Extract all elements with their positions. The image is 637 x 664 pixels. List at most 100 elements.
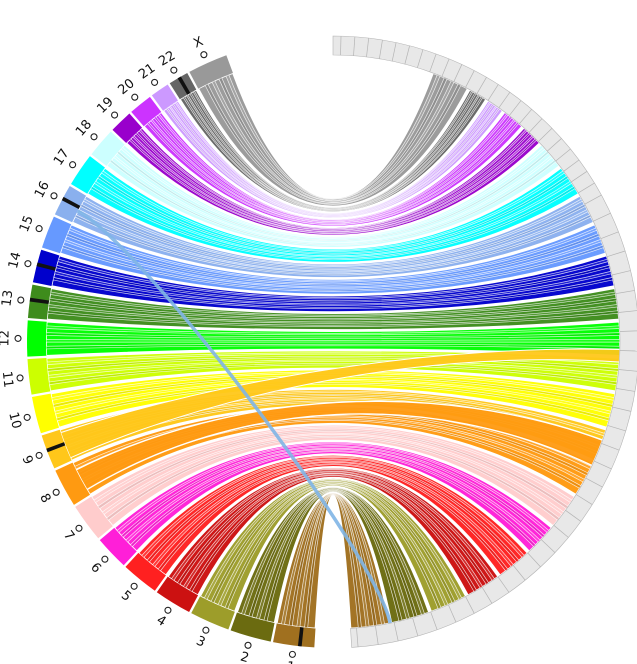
ring-tick [417,49,424,68]
chr-marker-dot [101,555,109,563]
chr-marker-dot [288,650,296,658]
chr-label: 1 [286,659,296,664]
ring-tick [465,70,475,88]
chr-centromere-band [36,262,56,271]
ring-tick [612,406,632,412]
chr-marker-dot [16,374,24,382]
chr-label: 9 [19,454,36,467]
chr-segment-X [189,55,233,89]
ring-tick [476,77,487,94]
chr-segment-5 [125,552,166,591]
chr-segment-11 [27,358,51,395]
ring-tick [606,250,626,257]
ribbon-chr-2 [235,486,431,624]
ring-tick [618,310,637,313]
chr-marker-dot [90,133,98,141]
chr-marker-dot [35,225,43,233]
ring-tick [571,171,588,183]
ring-tick [448,604,457,623]
chr-label: 16 [32,179,53,201]
ring-tick [575,494,593,505]
ribbon-chr-X [197,71,469,208]
ring-tick [356,628,359,647]
ring-tick [607,425,626,432]
ring-tick [375,625,379,645]
chr-label: 13 [0,289,16,307]
ring-tick [512,565,526,581]
chr-marker-dot [14,334,22,342]
ribbon-chr-7 [90,423,576,528]
chr-label: 7 [60,528,77,544]
ring-tick [412,617,419,637]
chr-marker-dot [75,524,83,532]
ribbon-chr-16 [71,194,595,279]
ribbon-chr-4 [166,466,500,597]
ring-tick [404,45,410,65]
ring-tick [611,270,631,276]
chr-segment-19 [112,113,143,143]
ring-tick [453,64,463,82]
chr-segment-8 [55,462,91,505]
chr-segment-20 [131,96,162,127]
chr-centromere-band [29,297,50,304]
ring-tick [600,231,619,240]
chr-label: 8 [36,491,53,505]
ring-tick [498,92,511,108]
ring-tick [528,118,543,133]
chr-segment-18 [91,131,125,166]
translocation-link [76,209,392,624]
ring-tick [584,194,602,205]
ring-tick [527,552,541,568]
ring-tick [391,42,397,62]
chr-marker-dot [131,93,139,101]
ring-tick [519,109,532,124]
chr-marker-dot [151,78,159,86]
chr-label: 12 [0,330,13,347]
chr-marker-dot [35,451,43,459]
chr-segment-21 [151,84,178,111]
ribbon-chr-3 [198,477,468,613]
chr-segment-3 [191,596,235,630]
chr-segment-2 [230,612,275,642]
ring-tick [497,576,510,593]
ring-unassigned-arc [332,35,637,648]
ring-tick [441,58,450,77]
chr-marker-dot [69,161,77,169]
chromosome-ring [26,35,637,648]
ribbon-chr-14 [50,254,616,313]
chr-marker-dot [52,488,60,496]
chr-label: 15 [17,214,37,235]
chr-segment-12 [26,320,47,357]
chr-marker-dot [17,296,25,304]
ring-tick [593,212,611,222]
chr-segment-9 [41,429,72,469]
ring-tick [487,84,499,101]
chr-label: 5 [118,588,134,605]
ribbon-layer [45,71,621,630]
chr-label: 22 [156,48,178,69]
chr-label: 10 [5,411,24,431]
ring-tick [601,443,620,451]
ring-tick [555,148,571,162]
chr-label: 11 [0,370,16,388]
chr-label: 3 [194,634,208,651]
chr-marker-dot [200,51,208,59]
chr-label: 6 [87,560,104,576]
chr-segment-6 [99,527,137,566]
ring-tick [465,596,475,614]
ring-tick [353,36,356,56]
ring-tick [393,622,399,642]
ring-tick [594,460,612,470]
ring-tick [616,388,636,392]
chr-marker-dot [164,606,172,614]
chr-label: X [191,34,205,51]
chr-centromere-band [46,442,66,453]
chr-segment-1 [273,623,316,648]
chr-marker-dot [130,582,138,590]
ring-tick [618,369,637,372]
ring-tick [615,290,635,294]
chr-marker-dot [23,413,31,421]
ring-tick [565,510,582,522]
ring-tick [509,100,522,116]
